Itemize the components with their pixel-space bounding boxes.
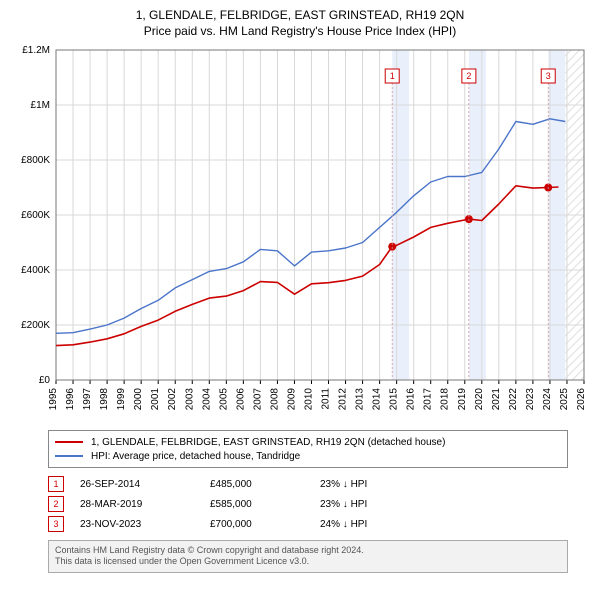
event-date: 23-NOV-2023 <box>80 519 210 530</box>
svg-text:2010: 2010 <box>303 388 314 411</box>
svg-text:£1M: £1M <box>31 100 50 111</box>
legend-swatch <box>55 455 83 457</box>
svg-text:2009: 2009 <box>286 388 297 411</box>
svg-text:£200K: £200K <box>21 320 50 331</box>
event-badge: 3 <box>48 516 64 532</box>
svg-text:£800K: £800K <box>21 155 50 166</box>
svg-text:2018: 2018 <box>440 388 451 411</box>
event-diff: 23% ↓ HPI <box>320 479 440 490</box>
svg-text:2022: 2022 <box>508 388 519 411</box>
svg-text:2011: 2011 <box>321 388 332 410</box>
svg-text:2013: 2013 <box>355 388 366 411</box>
chart-title: 1, GLENDALE, FELBRIDGE, EAST GRINSTEAD, … <box>8 8 592 22</box>
event-diff: 24% ↓ HPI <box>320 519 440 530</box>
legend-label: 1, GLENDALE, FELBRIDGE, EAST GRINSTEAD, … <box>91 437 445 448</box>
svg-text:2002: 2002 <box>167 388 178 411</box>
svg-text:1995: 1995 <box>48 388 59 411</box>
svg-text:2025: 2025 <box>559 388 570 411</box>
footer-line-1: Contains HM Land Registry data © Crown c… <box>55 545 561 556</box>
svg-text:2024: 2024 <box>542 388 553 411</box>
svg-text:2000: 2000 <box>133 388 144 411</box>
svg-text:2023: 2023 <box>525 388 536 411</box>
svg-text:2006: 2006 <box>235 388 246 411</box>
legend-row: HPI: Average price, detached house, Tand… <box>55 449 561 463</box>
event-diff: 23% ↓ HPI <box>320 499 440 510</box>
event-date: 28-MAR-2019 <box>80 499 210 510</box>
svg-text:2020: 2020 <box>474 388 485 411</box>
svg-text:2003: 2003 <box>184 388 195 411</box>
legend-row: 1, GLENDALE, FELBRIDGE, EAST GRINSTEAD, … <box>55 435 561 449</box>
footer-line-2: This data is licensed under the Open Gov… <box>55 556 561 567</box>
svg-text:2008: 2008 <box>269 388 280 411</box>
chart-subtitle: Price paid vs. HM Land Registry's House … <box>8 24 592 38</box>
chart-plot-area: £0 £200K £400K £600K £800K £1M £1.2M 1995 1996 19… <box>8 44 592 424</box>
svg-text:£600K: £600K <box>21 210 50 221</box>
legend-label: HPI: Average price, detached house, Tand… <box>91 451 300 462</box>
events-table: 1 26-SEP-2014£485,00023% ↓ HPI 2 28-MAR-201… <box>48 474 568 534</box>
svg-text:1997: 1997 <box>82 388 93 411</box>
event-price: £700,000 <box>210 519 320 530</box>
svg-text:3: 3 <box>546 71 551 81</box>
event-price: £485,000 <box>210 479 320 490</box>
svg-text:2012: 2012 <box>338 388 349 411</box>
svg-text:2005: 2005 <box>218 388 229 411</box>
svg-text:1996: 1996 <box>65 388 76 411</box>
chart-container: 1, GLENDALE, FELBRIDGE, EAST GRINSTEAD, … <box>0 0 600 590</box>
svg-text:2016: 2016 <box>406 388 417 411</box>
event-price: £585,000 <box>210 499 320 510</box>
svg-text:2015: 2015 <box>389 388 400 411</box>
legend-box: 1, GLENDALE, FELBRIDGE, EAST GRINSTEAD, … <box>48 430 568 468</box>
event-badge: 2 <box>48 496 64 512</box>
svg-text:1: 1 <box>390 71 395 81</box>
svg-text:£400K: £400K <box>21 265 50 276</box>
legend-swatch <box>55 441 83 443</box>
svg-text:£1.2M: £1.2M <box>22 45 50 56</box>
svg-text:2001: 2001 <box>150 388 161 411</box>
svg-text:2: 2 <box>466 71 471 81</box>
svg-text:2021: 2021 <box>491 388 502 411</box>
event-row: 1 26-SEP-2014£485,00023% ↓ HPI <box>48 474 568 494</box>
svg-text:1999: 1999 <box>116 388 127 411</box>
svg-text:£0: £0 <box>39 375 51 386</box>
line-chart-svg: £0 £200K £400K £600K £800K £1M £1.2M 1995 1996 19… <box>8 44 592 424</box>
event-date: 26-SEP-2014 <box>80 479 210 490</box>
svg-text:2007: 2007 <box>252 388 263 411</box>
attribution-footer: Contains HM Land Registry data © Crown c… <box>48 540 568 573</box>
event-row: 2 28-MAR-2019£585,00023% ↓ HPI <box>48 494 568 514</box>
svg-text:2019: 2019 <box>457 388 468 411</box>
svg-text:2014: 2014 <box>372 388 383 411</box>
svg-text:2017: 2017 <box>423 388 434 411</box>
svg-text:1998: 1998 <box>99 388 110 411</box>
event-row: 3 23-NOV-2023£700,00024% ↓ HPI <box>48 514 568 534</box>
svg-text:2026: 2026 <box>576 388 587 411</box>
event-badge: 1 <box>48 476 64 492</box>
svg-text:2004: 2004 <box>201 388 212 411</box>
